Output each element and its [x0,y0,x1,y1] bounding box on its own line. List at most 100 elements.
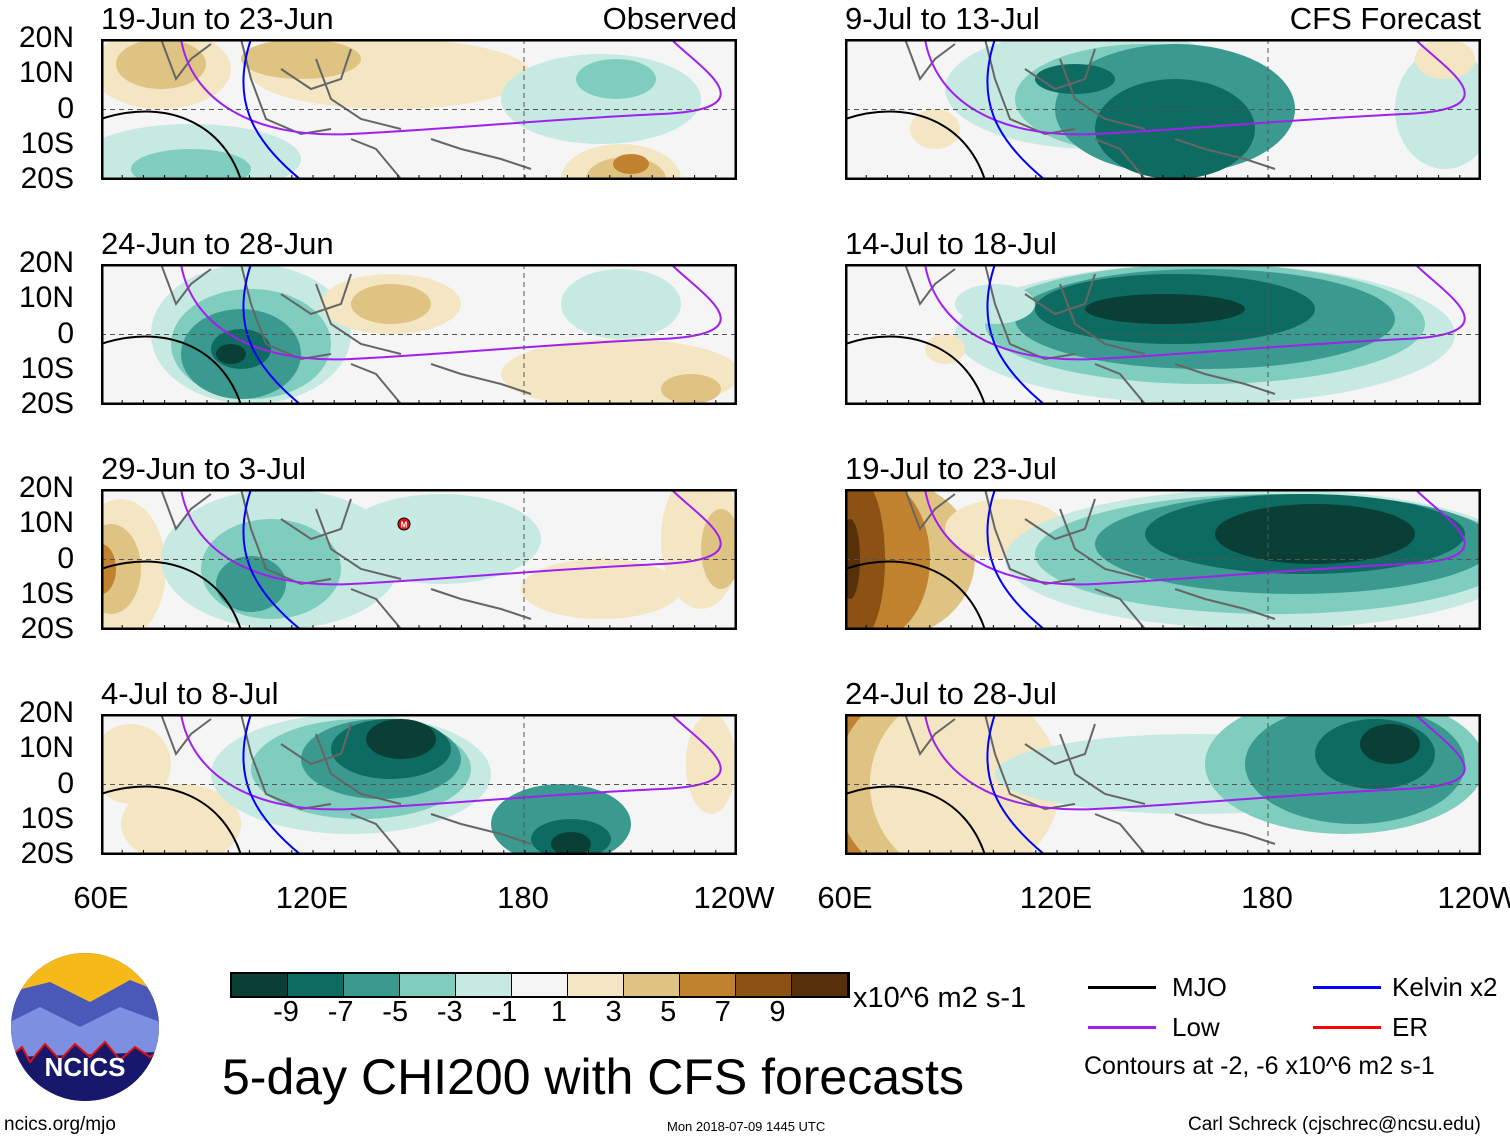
lat-label: 20S [20,387,74,421]
anomaly-shading [1085,294,1245,324]
anomaly-shading [101,544,116,594]
anomaly-shading [101,524,141,614]
anomaly-shading [551,832,591,855]
anomaly-shading [216,556,286,612]
anomaly-shading [351,284,431,324]
wave-contour [180,489,722,586]
panel-title: 19-Jul to 23-Jul [845,451,1057,486]
anomaly-shading [1215,504,1415,564]
colorbar-tick-label: -9 [273,996,299,1028]
panel-title: 29-Jun to 3-Jul [101,451,307,486]
colorbar-tick-label: 3 [605,996,622,1028]
lon-label: 180 [1241,880,1293,915]
wave-contour [845,335,986,405]
figure-title: 5-day CHI200 with CFS forecasts [222,1049,964,1105]
lat-label: 20S [20,612,74,646]
legend-line-mjo [1088,986,1156,989]
lat-label: 10N [18,281,74,315]
colorbar-tick-label: -1 [491,996,518,1028]
colorbar-swatch [344,974,400,996]
map-panel: M [101,489,737,630]
wave-contour [101,560,242,630]
wave-contour [242,714,302,855]
wave-contour [101,785,242,855]
colorbar-tick-label: 7 [714,996,731,1028]
footer-credit: Carl Schreck (cjschrec@ncsu.edu) [1188,1114,1481,1135]
wave-contour [845,785,986,855]
storm-marker-label: M [401,521,408,530]
anomaly-shading [116,39,206,89]
colorbar-swatch [288,974,344,996]
legend-label-mjo: MJO [1172,972,1227,1002]
colorbar-swatch [232,974,288,996]
anomaly-shading [925,334,965,364]
anomaly-shading [131,149,251,180]
legend-label-kelvin: Kelvin x2 [1392,972,1498,1002]
colorbar-swatch [456,974,512,996]
colorbar-tick-label: -3 [436,996,463,1028]
colorbar-swatch [568,974,624,996]
wave-contour [180,714,722,811]
lat-label: 0 [57,316,74,350]
panel-title: 9-Jul to 13-Jul [845,1,1040,36]
anomaly-shading [521,559,681,619]
wave-contour [845,110,986,180]
wave-contour [924,714,1466,811]
colorbar [230,972,850,998]
colorbar-swatch [624,974,680,996]
anomaly-shading [216,344,246,364]
colorbar-tick-label: -5 [382,996,409,1028]
lon-label: 120W [693,880,775,915]
lon-label: 120W [1437,880,1510,915]
anomaly-shading [561,269,681,339]
colorbar-swatch [400,974,456,996]
wave-contour [101,110,242,180]
lon-label: 60E [817,880,873,915]
panel-title: 4-Jul to 8-Jul [101,676,279,711]
lat-label: 0 [57,766,74,800]
lon-label: 120E [1019,880,1093,915]
colorbar-tick-label: -7 [327,996,354,1028]
lat-label: 10N [18,731,74,765]
lat-label: 20N [18,696,74,729]
colorbar-swatch [512,974,568,996]
lat-label: 10S [20,576,74,610]
anomaly-shading [1395,49,1481,169]
colorbar-units: x10^6 m2 s-1 [853,982,1027,1014]
map-panel [101,39,737,180]
lat-label: 20N [18,21,74,54]
lat-label: 20N [18,246,74,279]
ncics-logo: NCICS [11,953,159,1101]
lon-label: 120E [275,880,349,915]
panel-corner-label: CFS Forecast [1289,1,1481,36]
lat-label: 20S [20,162,74,196]
map-panel [101,714,737,855]
wave-contour [242,264,302,405]
colorbar-tick-label: 1 [550,996,568,1028]
wave-contour [924,489,1466,586]
wave-contour [101,335,242,405]
map-panel [845,39,1481,180]
anomaly-shading [1360,724,1420,764]
storm-marker-icon: M [397,517,411,531]
anomaly-shading [101,724,171,804]
wave-contour [180,39,722,136]
lon-label: 180 [497,880,549,915]
panel-title: 14-Jul to 18-Jul [845,226,1057,261]
legend-line-low [1088,1026,1156,1029]
anomaly-shading [121,784,241,855]
lat-label: 0 [57,541,74,575]
lat-label: 10S [20,126,74,160]
panel-corner-label: Observed [602,1,737,36]
anomaly-shading [910,109,960,149]
anomaly-shading [661,374,721,404]
lat-label: 20N [18,471,74,504]
map-panel [845,714,1481,855]
lat-label: 10S [20,801,74,835]
lat-label: 10S [20,351,74,385]
footer-url[interactable]: ncics.org/mjo [4,1114,116,1135]
anomaly-shading [341,494,541,584]
wave-contour [242,39,302,180]
logo-text: NCICS [45,1052,126,1082]
legend-label-low: Low [1172,1012,1220,1042]
